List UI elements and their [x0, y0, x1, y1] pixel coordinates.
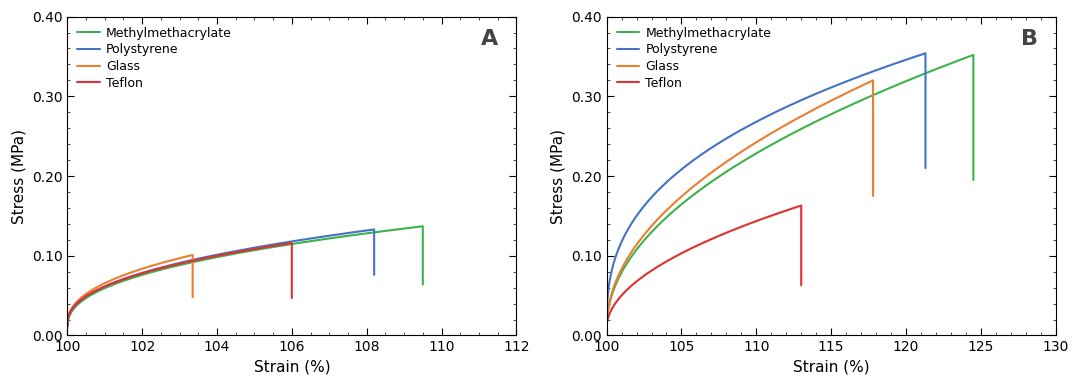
Glass [838, 92, 851, 96]
X-axis label: Strain (%): Strain (%) [793, 360, 869, 375]
Teflon [60, 323, 73, 327]
Line: Polystyrene: Polystyrene [67, 229, 374, 327]
Glass [634, 238, 647, 242]
Teflon [261, 244, 274, 249]
Polystyrene [919, 51, 932, 56]
Polystyrene [885, 63, 897, 67]
Glass [600, 325, 613, 330]
Methylmethacrylate [60, 325, 73, 330]
Teflon [178, 260, 191, 265]
Glass [820, 101, 833, 105]
Teflon [704, 237, 717, 242]
Methylmethacrylate [967, 178, 980, 182]
Polystyrene [314, 235, 327, 239]
Line: Glass: Glass [607, 80, 873, 327]
Glass [164, 258, 177, 263]
Glass [186, 253, 199, 257]
Polystyrene [767, 111, 780, 116]
Glass [173, 256, 186, 261]
Teflon [624, 284, 637, 288]
Methylmethacrylate [354, 232, 367, 237]
Line: Methylmethacrylate: Methylmethacrylate [67, 226, 422, 327]
Legend: Methylmethacrylate, Polystyrene, Glass, Teflon: Methylmethacrylate, Polystyrene, Glass, … [73, 23, 235, 94]
Y-axis label: Stress (MPa): Stress (MPa) [11, 129, 26, 223]
Teflon [89, 288, 102, 293]
Line: Polystyrene: Polystyrene [607, 53, 926, 327]
Methylmethacrylate [416, 282, 429, 287]
Line: Methylmethacrylate: Methylmethacrylate [607, 55, 973, 327]
Teflon [773, 210, 786, 215]
Glass [743, 144, 756, 149]
Glass [768, 129, 781, 134]
Methylmethacrylate [967, 52, 980, 57]
Teflon [600, 325, 613, 330]
Teflon [181, 260, 194, 264]
Teflon [246, 247, 259, 252]
Glass [186, 295, 199, 300]
Polystyrene [863, 70, 876, 75]
Teflon [202, 255, 215, 260]
Glass [139, 265, 152, 270]
Text: A: A [482, 29, 498, 49]
Methylmethacrylate [831, 109, 843, 113]
Glass [739, 147, 752, 151]
Polystyrene [254, 244, 267, 249]
Teflon [702, 238, 715, 243]
Glass [60, 323, 73, 328]
Polystyrene [367, 227, 380, 232]
Glass [866, 78, 879, 83]
Methylmethacrylate [792, 128, 805, 133]
Polystyrene [800, 95, 813, 100]
Methylmethacrylate [797, 125, 810, 130]
X-axis label: Strain (%): Strain (%) [254, 360, 330, 375]
Methylmethacrylate [646, 229, 659, 233]
Polystyrene [335, 232, 348, 236]
Glass [129, 269, 141, 274]
Polystyrene [640, 201, 653, 205]
Polystyrene [600, 325, 613, 330]
Teflon [795, 203, 808, 208]
Methylmethacrylate [600, 325, 613, 330]
Line: Glass: Glass [67, 255, 192, 326]
Glass [77, 294, 90, 298]
Methylmethacrylate [246, 248, 259, 253]
Polystyrene [60, 324, 73, 329]
Line: Teflon: Teflon [607, 205, 801, 327]
Methylmethacrylate [378, 229, 391, 233]
Polystyrene [226, 249, 239, 254]
Teflon [285, 296, 298, 300]
Teflon [723, 229, 735, 234]
Line: Teflon: Teflon [67, 243, 292, 325]
Teflon [795, 283, 808, 288]
Polystyrene [99, 284, 112, 288]
Text: B: B [1021, 29, 1038, 49]
Methylmethacrylate [928, 68, 941, 72]
Teflon [285, 241, 298, 245]
Methylmethacrylate [284, 242, 297, 247]
Y-axis label: Stress (MPa): Stress (MPa) [551, 129, 566, 223]
Glass [866, 194, 879, 198]
Legend: Methylmethacrylate, Polystyrene, Glass, Teflon: Methylmethacrylate, Polystyrene, Glass, … [612, 23, 775, 94]
Polystyrene [919, 166, 932, 170]
Polystyrene [771, 109, 784, 113]
Glass [126, 270, 139, 274]
Polystyrene [220, 251, 233, 255]
Methylmethacrylate [252, 247, 265, 252]
Methylmethacrylate [106, 283, 119, 288]
Methylmethacrylate [903, 78, 916, 82]
Polystyrene [367, 273, 380, 277]
Teflon [760, 215, 773, 220]
Methylmethacrylate [416, 224, 429, 229]
